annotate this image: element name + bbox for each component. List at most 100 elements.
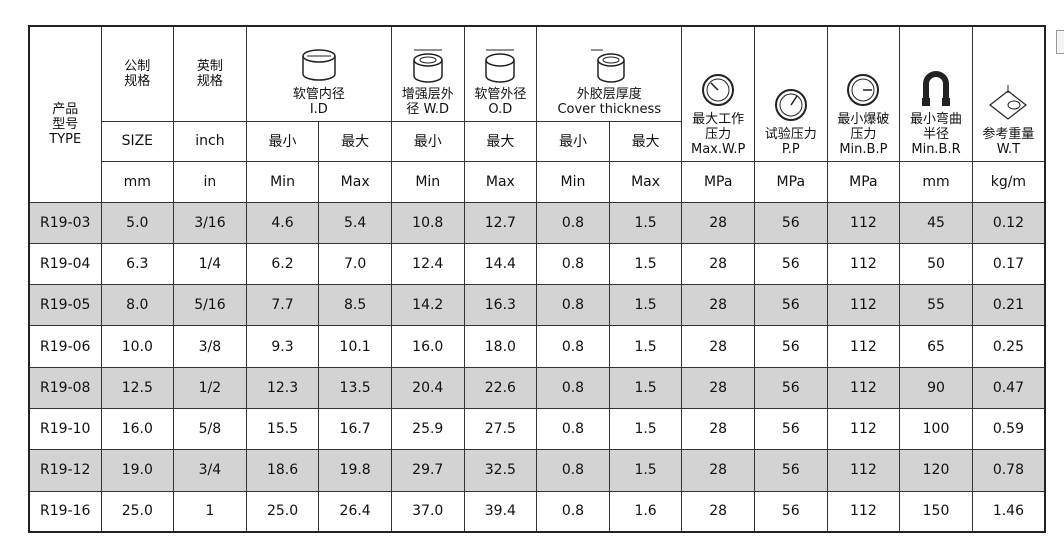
- data-row: R19-10 16.0 5/8 15.5 16.7 25.9 27.5 0.8 1.5 28 56 1…: [28, 407, 1046, 451]
- cell: 0.47: [971, 366, 1046, 409]
- cell: 55: [899, 284, 973, 327]
- cell: 12.7: [463, 201, 538, 244]
- cell: 1.46: [971, 490, 1046, 533]
- header-text: 软管内径: [292, 86, 345, 102]
- cell: 0.78: [971, 449, 1046, 492]
- cell: 7.0: [318, 242, 392, 286]
- cell: 112: [826, 407, 901, 451]
- cell: in: [173, 160, 247, 203]
- cell: 0.17: [971, 242, 1046, 286]
- cell: 最小: [245, 120, 320, 162]
- cell: Max: [463, 160, 538, 203]
- header-text: 规格: [124, 74, 151, 89]
- cell: 29.7: [390, 449, 465, 492]
- cell: 0.8: [536, 284, 610, 327]
- cell: 16.3: [463, 284, 538, 327]
- header-text: 径 W.D: [406, 101, 450, 117]
- cell: 10.1: [318, 325, 392, 368]
- cell: 10.8: [390, 201, 465, 244]
- header-text: 试验压力: [764, 126, 817, 142]
- header-cell: 公制 规格: [100, 25, 175, 122]
- cell: 10.0: [100, 325, 175, 368]
- cell: 0.8: [536, 366, 610, 409]
- cell: 28: [681, 284, 755, 327]
- cell: 25.9: [390, 407, 465, 451]
- header-text: 外胶层厚度: [576, 86, 642, 102]
- header-text: 产品: [52, 101, 79, 117]
- cell: 0.8: [536, 325, 610, 368]
- header-text: 半径: [923, 126, 950, 142]
- cell: 4.6: [245, 201, 320, 244]
- header-text: Min.B.R: [911, 141, 961, 157]
- header-row: 产品 型号 TYPE 公制 规格 英制 规格 软管内径 I.D 增强层外径 W.D 软管外…: [28, 25, 1046, 203]
- header-text: 压力: [705, 126, 732, 142]
- cell: 6.2: [245, 242, 320, 286]
- cell: 56: [753, 449, 828, 492]
- cell: 100: [899, 407, 973, 451]
- cell: 112: [826, 201, 901, 244]
- cell: R19-10: [28, 407, 102, 451]
- header-cell: 软管外径 O.D: [463, 25, 538, 122]
- data-row: R19-08 12.5 1/2 12.3 13.5 20.4 22.6 0.8 1.5 28 56 1…: [28, 366, 1046, 409]
- cell: 20.4: [390, 366, 465, 409]
- icon: [302, 48, 336, 81]
- cell: 1.5: [608, 284, 683, 327]
- cell: 0.21: [971, 284, 1046, 327]
- cell: 12.4: [390, 242, 465, 286]
- cell: 最小: [390, 120, 465, 162]
- cell: R19-04: [28, 242, 102, 286]
- header-text: Cover thickness: [557, 101, 662, 117]
- cell: 65: [899, 325, 973, 368]
- cell: 19.0: [100, 449, 175, 492]
- cell: 56: [753, 490, 828, 533]
- cell: 112: [826, 284, 901, 327]
- header-cell: 软管内径 I.D: [245, 25, 392, 122]
- cell: 14.2: [390, 284, 465, 327]
- cell: 最大: [463, 120, 538, 162]
- header-cell: 试验压力 P.P: [753, 25, 828, 162]
- header-text: 公制: [124, 59, 151, 74]
- cell: 最大: [318, 120, 392, 162]
- header-row: mm in Min Max Min Max Min Max MPa MPa MPa mm kg/m: [29, 160, 1046, 203]
- icon: [591, 49, 626, 83]
- cell: 28: [681, 449, 755, 492]
- cell: 28: [681, 242, 755, 286]
- cell: 12.5: [100, 366, 175, 409]
- cell: 37.0: [390, 490, 465, 533]
- side-tab: [1056, 30, 1064, 54]
- cell: 39.4: [463, 490, 538, 533]
- cell: Max: [608, 160, 683, 203]
- icon: [989, 84, 1028, 120]
- cell: 1.5: [608, 449, 683, 492]
- cell: 112: [826, 449, 901, 492]
- header-cell: 最大工作 压力 Max.W.P: [681, 25, 755, 162]
- cell: 45: [899, 201, 973, 244]
- cell: 最大: [608, 120, 683, 162]
- cell: 112: [826, 490, 901, 533]
- data-row: R19-05 8.0 5/16 7.7 8.5 14.2 16.3 0.8 1.5 28 56 112…: [28, 284, 1046, 327]
- cell: 18.6: [245, 449, 320, 492]
- cell: 7.7: [245, 284, 320, 327]
- header-text: O.D: [488, 101, 513, 117]
- cell: R19-12: [28, 449, 102, 492]
- data-row: R19-04 6.3 1/4 6.2 7.0 12.4 14.4 0.8 1.5 28 56 112 5…: [28, 242, 1046, 286]
- header-text: I.D: [309, 101, 328, 117]
- header-cell: 英制 规格: [173, 25, 247, 122]
- cell: 0.12: [971, 201, 1046, 244]
- cell: 5/16: [173, 284, 247, 327]
- cell: SIZE: [100, 120, 175, 162]
- cell: R19-06: [28, 325, 102, 368]
- cell: 8.0: [100, 284, 175, 327]
- cell: Min: [245, 160, 320, 203]
- cell: 5/8: [173, 407, 247, 451]
- cell: Min: [536, 160, 610, 203]
- cell: 27.5: [463, 407, 538, 451]
- header-text: P.P: [781, 141, 800, 157]
- data-row: R19-16 25.0 1 25.0 26.4 37.0 39.4 0.8 1.6 28 56 112…: [28, 490, 1046, 533]
- header-cell: 增强层外径 W.D: [390, 25, 465, 122]
- header-cell: 最小弯曲 半径 Min.B.R: [899, 25, 973, 162]
- icon: [774, 88, 807, 121]
- header-text: 英制: [196, 59, 223, 74]
- cell: 32.5: [463, 449, 538, 492]
